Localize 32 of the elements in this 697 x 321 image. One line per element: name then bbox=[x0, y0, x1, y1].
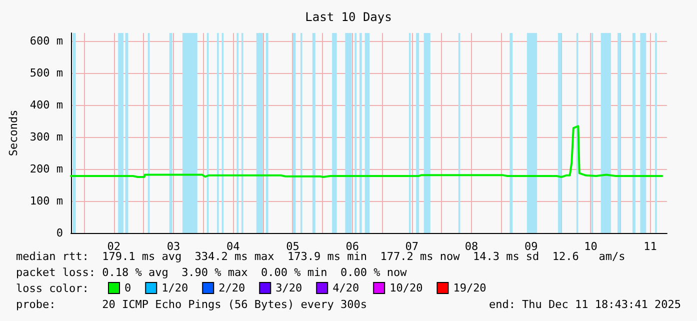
y-tick-label: 300 m bbox=[30, 130, 64, 144]
x-tick-label: 09 bbox=[524, 240, 538, 253]
y-tick-label: 0 bbox=[56, 226, 64, 240]
legend-label: 10/20 bbox=[390, 282, 423, 294]
x-tick-label: 02 bbox=[107, 240, 121, 253]
y-tick-label: 200 m bbox=[30, 162, 64, 176]
text: packet loss: 0.18 % avg 3.90 % max 0.00 % min 0.00 % now bbox=[16, 266, 408, 279]
x-tick-label: 03 bbox=[166, 240, 180, 253]
text: end: Thu Dec 11 18:43:41 2025 bbox=[488, 298, 682, 311]
y-axis-title: Seconds bbox=[7, 110, 20, 156]
legend-label: 2/20 bbox=[218, 282, 246, 294]
line-series bbox=[70, 125, 664, 178]
text: median rtt: 179.1 ms avg 334.2 ms max 173.9 ms min 177.2 ms now 14.3 ms sd 12.6 am/s bbox=[16, 250, 626, 263]
legend-label: 19/20 bbox=[453, 282, 486, 294]
y-tick-label: 500 m bbox=[30, 66, 64, 80]
legend-label: 0 bbox=[124, 282, 132, 294]
y-tick-label: 400 m bbox=[30, 98, 64, 112]
y-tick-label: 600 m bbox=[30, 34, 64, 48]
x-tick-label: 08 bbox=[464, 240, 478, 253]
x-tick-label: 06 bbox=[346, 240, 359, 253]
x-tick-label: 07 bbox=[405, 240, 419, 253]
chart-title: Last 10 Days bbox=[305, 10, 392, 24]
x-tick-label: 05 bbox=[286, 240, 300, 253]
x-tick-label: 04 bbox=[226, 240, 240, 253]
text: probe: 20 ICMP Echo Pings (56 Bytes) every 300s bbox=[16, 298, 367, 311]
x-tick-label: 10 bbox=[584, 240, 598, 253]
y-tick-label: 100 m bbox=[30, 194, 64, 208]
legend-label: 3/20 bbox=[276, 282, 302, 294]
text: loss color: bbox=[16, 282, 89, 295]
legend-label: 1/20 bbox=[162, 282, 188, 294]
x-tick-label: 11 bbox=[644, 240, 657, 253]
legend-label: 4/20 bbox=[332, 282, 360, 294]
